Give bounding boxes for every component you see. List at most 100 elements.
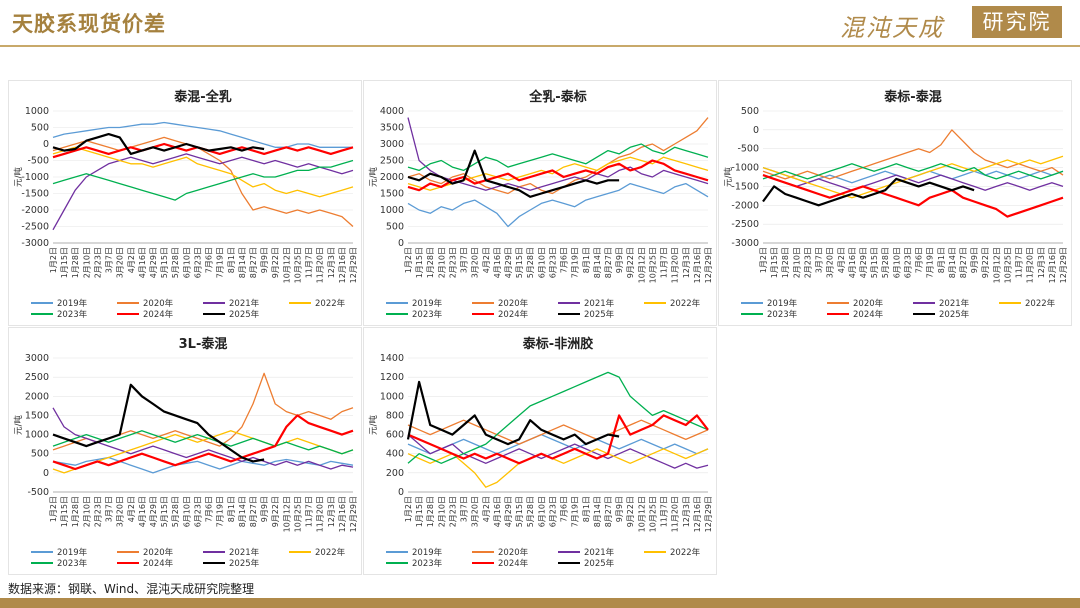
x-tick-label: 9月9日 [970, 247, 979, 273]
x-tick-label: 7月19日 [571, 247, 580, 278]
legend-label: 2021年 [229, 547, 260, 558]
x-tick-label: 12月16日 [338, 496, 347, 532]
y-tick-label: 4000 [380, 106, 404, 117]
x-tick-label: 9月22日 [626, 247, 635, 278]
y-tick-label: -3000 [731, 238, 759, 249]
y-tick-label: -2000 [731, 200, 759, 211]
x-tick-label: 4月16日 [848, 247, 857, 278]
x-tick-label: 2月23日 [93, 247, 102, 278]
y-tick-label: 1000 [380, 391, 404, 402]
y-tick-label: -1000 [21, 172, 49, 183]
y-tick-label: 1500 [380, 189, 404, 200]
x-tick-label: 10月12日 [637, 496, 646, 532]
x-tick-label: 10月25日 [1003, 247, 1012, 283]
x-tick-label: 11月7日 [305, 247, 314, 278]
x-tick-label: 1月28日 [426, 247, 435, 278]
x-tick-label: 3月7日 [460, 496, 469, 522]
x-tick-label: 12月16日 [1048, 247, 1057, 283]
header-divider [0, 45, 1080, 47]
x-tick-label: 9月22日 [981, 247, 990, 278]
legend-label: 2023年 [767, 309, 798, 320]
x-tick-label: 2月23日 [448, 496, 457, 527]
x-tick-label: 6月10日 [182, 247, 191, 278]
chart-panel-5: 泰标-非洲胶 0 200 400 600 800 1000 1200 1400 元/吨 1月2日 1月… [363, 327, 717, 575]
y-tick-label: 2500 [25, 372, 49, 383]
series-line-2022年 [52, 146, 354, 198]
x-tick-label: 6月10日 [537, 496, 546, 527]
y-tick-label: -500 [27, 156, 49, 167]
y-tick-label: -3000 [21, 238, 49, 249]
y-tick-label: 0 [398, 487, 404, 498]
x-tick-label: 11月7日 [1015, 247, 1024, 278]
x-tick-label: 10月12日 [637, 247, 646, 283]
footer-bar [0, 598, 1080, 608]
y-axis-label: 元/吨 [723, 167, 734, 187]
logo-box: 研究院 [972, 6, 1062, 38]
y-tick-label: -500 [27, 487, 49, 498]
x-tick-label: 12月29日 [349, 247, 358, 283]
x-tick-label: 3月7日 [460, 247, 469, 273]
x-tick-label: 7月6日 [205, 496, 214, 522]
x-tick-label: 10月12日 [282, 247, 291, 283]
x-tick-label: 5月28日 [526, 247, 535, 278]
legend-label: 2024年 [853, 309, 884, 320]
y-tick-label: 0 [43, 139, 49, 150]
x-tick-label: 4月29日 [149, 247, 158, 278]
x-tick-label: 7月6日 [205, 247, 214, 273]
series-line-2021年 [52, 407, 354, 470]
y-tick-label: 0 [753, 125, 759, 136]
x-tick-label: 6月10日 [892, 247, 901, 278]
x-tick-label: 12月16日 [693, 247, 702, 283]
x-tick-label: 12月3日 [327, 247, 336, 278]
legend-label: 2022年 [670, 298, 701, 309]
x-tick-label: 11月7日 [305, 496, 314, 527]
x-tick-label: 5月15日 [870, 247, 879, 278]
x-tick-label: 4月29日 [504, 496, 513, 527]
series-line-2025年 [406, 380, 620, 446]
legend-label: 2023年 [412, 558, 443, 569]
y-tick-label: 3000 [380, 139, 404, 150]
chart-title: 泰标-泰混 [883, 89, 941, 105]
legend-label: 2024年 [143, 309, 174, 320]
x-tick-label: 11月20日 [671, 496, 680, 532]
x-tick-label: 12月16日 [693, 496, 702, 532]
legend-label: 2024年 [498, 558, 529, 569]
x-tick-label: 9月9日 [260, 496, 269, 522]
y-tick-label: -2500 [21, 222, 49, 233]
x-tick-label: 4月2日 [837, 247, 846, 273]
x-tick-label: 5月15日 [515, 247, 524, 278]
x-tick-label: 1月2日 [404, 247, 413, 273]
y-axis-label: 元/吨 [13, 415, 24, 435]
x-tick-label: 1月28日 [781, 247, 790, 278]
x-tick-label: 6月10日 [182, 496, 191, 527]
legend-label: 2020年 [143, 547, 174, 558]
x-tick-label: 1月15日 [415, 496, 424, 527]
x-tick-label: 3月7日 [815, 247, 824, 273]
series-line-2022年 [407, 448, 709, 488]
x-tick-label: 12月3日 [682, 496, 691, 527]
chart-panel-1: 泰混-全乳 -3000 -2500 -2000 -1500 -1000 -500 0 500 10… [8, 80, 362, 326]
legend-label: 2025年 [584, 558, 615, 569]
x-tick-label: 1月2日 [49, 247, 58, 273]
series-line-2020年 [407, 419, 709, 445]
series-line-2022年 [762, 155, 1064, 199]
data-source-note: 数据来源：钢联、Wind、混沌天成研究院整理 [8, 582, 255, 596]
x-tick-label: 11月20日 [316, 247, 325, 283]
legend-label: 2019年 [767, 298, 798, 309]
x-tick-label: 8月1日 [582, 496, 591, 522]
chart-tai-mixed-minus-whole-latex: 泰混-全乳 -3000 -2500 -2000 -1500 -1000 -500 0 500 10… [13, 89, 358, 320]
x-tick-label: 2月23日 [93, 496, 102, 527]
series-line-2025年 [52, 383, 265, 463]
y-axis-label: 元/吨 [368, 415, 379, 435]
x-tick-label: 9月9日 [615, 247, 624, 273]
x-tick-label: 8月14日 [948, 247, 957, 278]
y-tick-label: -2500 [731, 219, 759, 230]
y-tick-label: -2000 [21, 205, 49, 216]
legend-label: 2019年 [412, 547, 443, 558]
x-tick-label: 4月16日 [138, 247, 147, 278]
x-tick-label: 8月27日 [249, 247, 258, 278]
legend-label: 2020年 [853, 298, 884, 309]
x-tick-label: 5月15日 [160, 247, 169, 278]
chart-title: 泰混-全乳 [173, 89, 231, 105]
x-tick-label: 3月20日 [471, 247, 480, 278]
